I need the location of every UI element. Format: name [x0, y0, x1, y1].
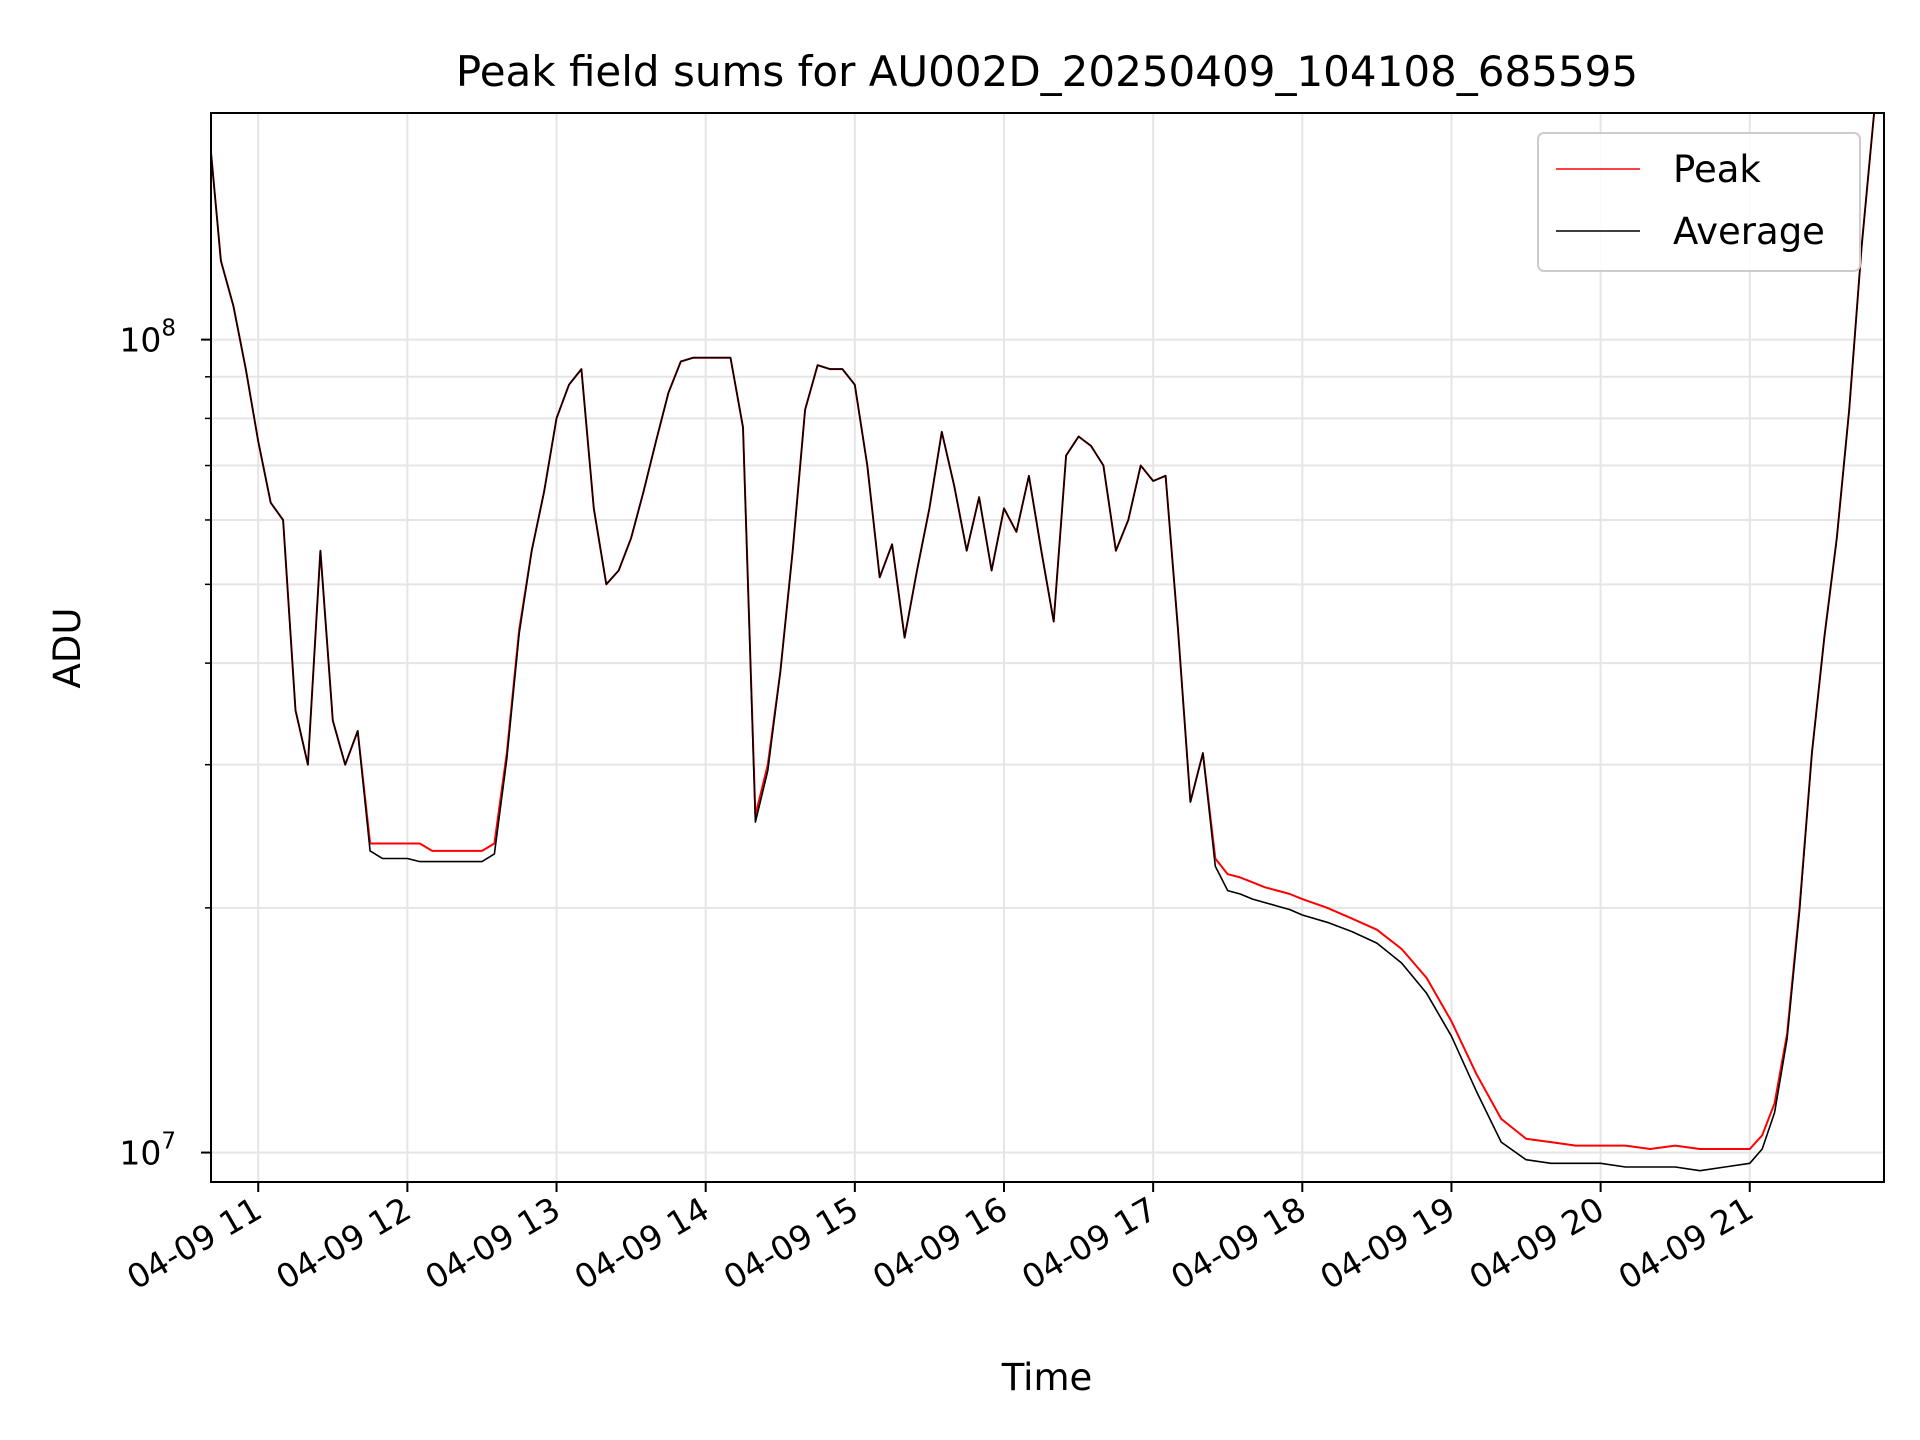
plot-frame [210, 112, 1885, 1183]
y-tick-label: 107 [119, 1129, 176, 1173]
x-tick-label: 04-09 20 [1463, 1189, 1611, 1297]
x-tick-label: 04-09 21 [1612, 1189, 1760, 1297]
x-tick-label: 04-09 15 [717, 1189, 865, 1297]
grid [211, 113, 1884, 1182]
x-tick-label: 04-09 17 [1015, 1189, 1163, 1297]
x-tick-label: 04-09 19 [1313, 1189, 1461, 1297]
x-tick-label: 04-09 12 [269, 1189, 417, 1297]
plot-lines [210, 112, 1876, 1172]
series-line-average [210, 112, 1875, 1172]
x-tick-label: 04-09 11 [120, 1189, 268, 1297]
y-tick-label: 108 [119, 316, 176, 360]
x-tick-label: 04-09 18 [1164, 1189, 1312, 1297]
x-axis-label: Time [1001, 1356, 1093, 1399]
x-tick-label: 04-09 13 [419, 1189, 567, 1297]
y-axis-label: ADU [46, 608, 89, 689]
legend-box [1537, 132, 1861, 272]
y-axis: 107 108 [119, 316, 211, 1173]
x-tick-label: 04-09 14 [568, 1189, 716, 1297]
chart-title: Peak field sums for AU002D_20250409_1041… [456, 47, 1638, 96]
legend-label-average: Average [1673, 210, 1825, 253]
x-axis: 04-09 11 04-09 12 04-09 13 04-09 14 04-09 15… [120, 1182, 1760, 1297]
legend: Peak Average [1537, 132, 1861, 272]
x-tick-label: 04-09 16 [866, 1189, 1014, 1297]
legend-label-peak: Peak [1673, 148, 1761, 191]
